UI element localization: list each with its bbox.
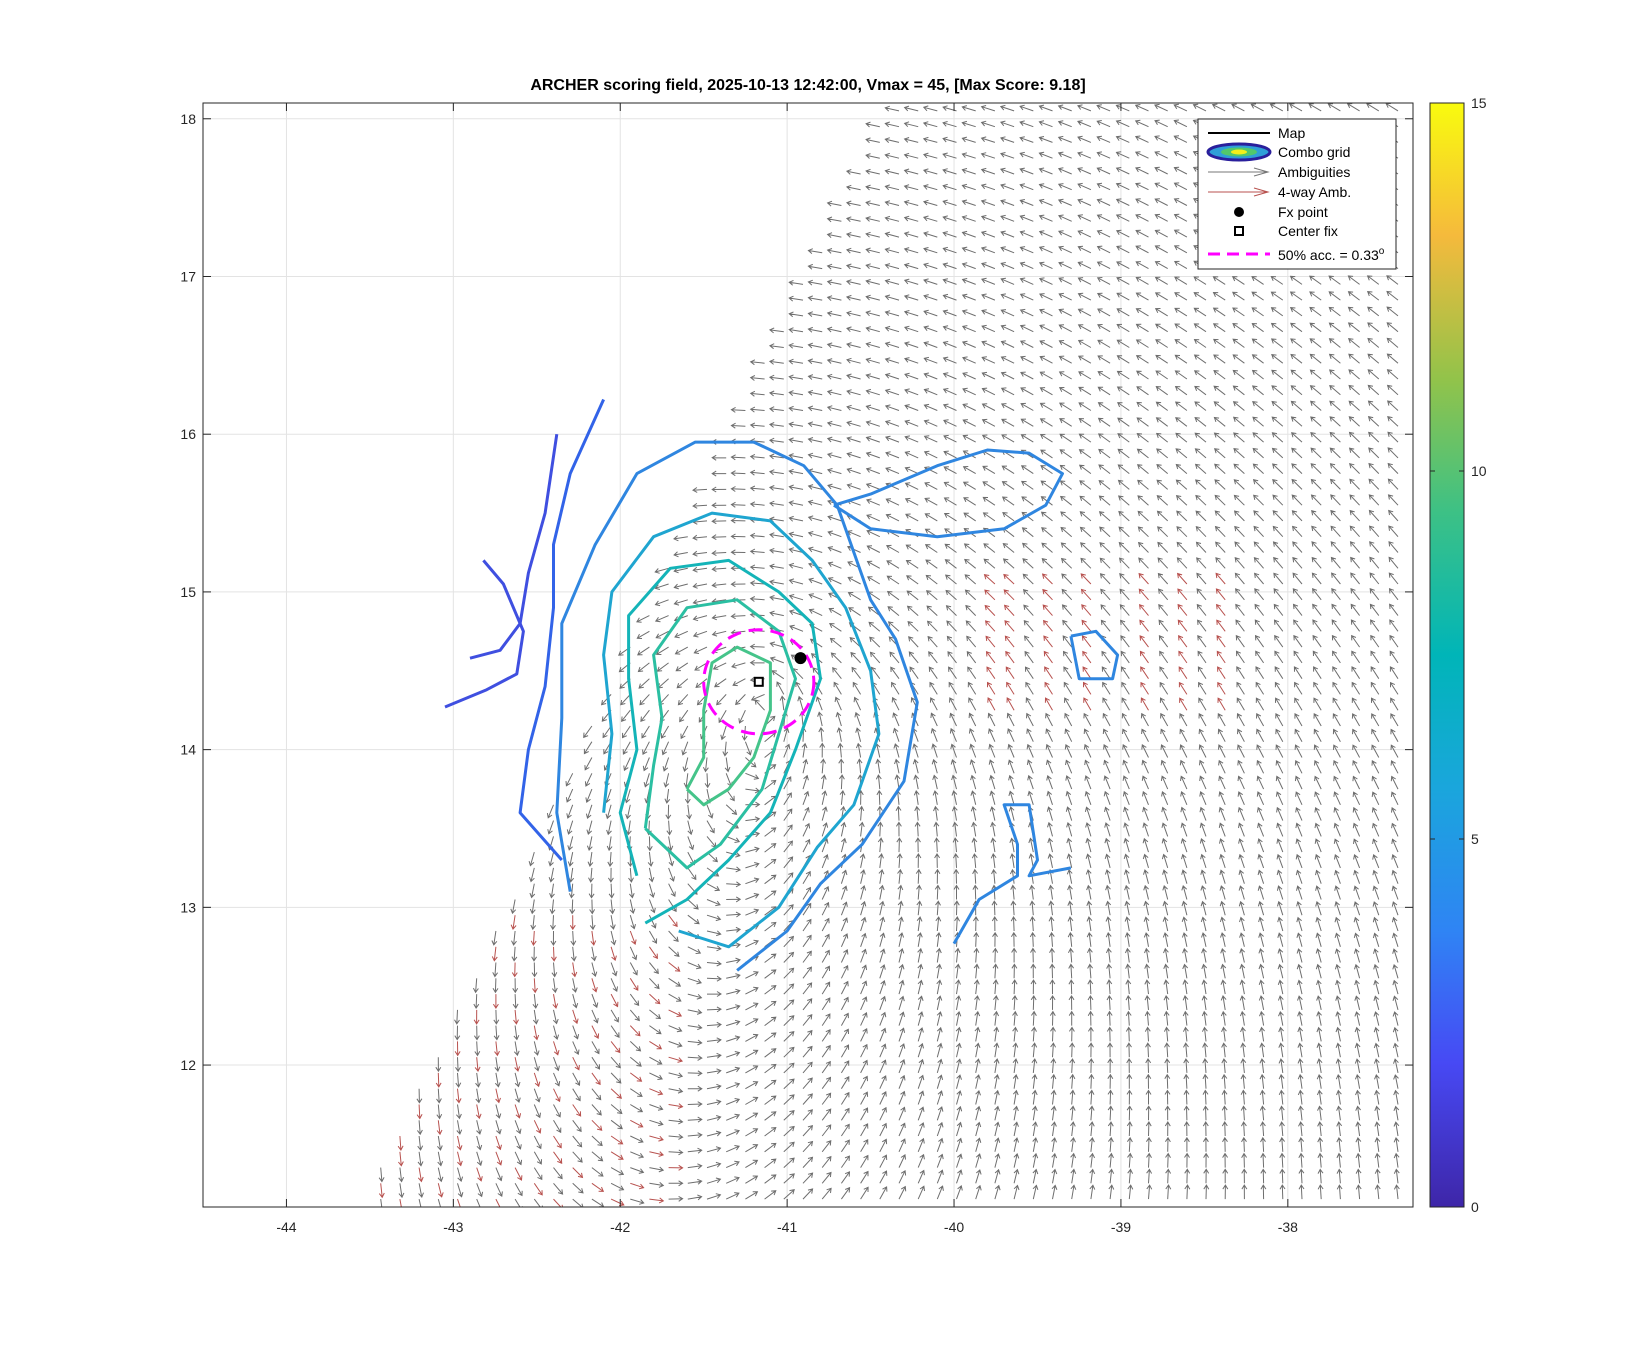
fix-markers (702, 628, 816, 736)
y-tick-label: 13 (180, 899, 196, 915)
legend-label-accuracy: 50% acc. = 0.33o (1278, 246, 1385, 263)
x-tick-label: -39 (1111, 1219, 1131, 1235)
score-contour (618, 558, 822, 925)
legend-entry-accuracy: 50% acc. = 0.33o (1208, 246, 1385, 263)
center-fix-marker (753, 676, 764, 687)
legend-entry-combo-grid: Combo grid (1206, 142, 1350, 162)
legend-combo-inner (1231, 149, 1247, 155)
y-tick-label: 14 (180, 742, 196, 758)
colorbar-tick-label: 10 (1471, 463, 1487, 479)
legend-accuracy-superscript: o (1379, 246, 1385, 257)
colorbar-ticks: 0 5 10 15 (1430, 95, 1487, 1215)
legend-label-4-way-amb: 4-way Amb. (1278, 184, 1351, 200)
y-tick-label: 15 (180, 584, 196, 600)
ambiguity-arrows (378, 103, 1400, 1207)
legend-ambiguities-arrowhead (1253, 167, 1270, 177)
score-contours (444, 398, 1120, 972)
y-tick-label: 16 (180, 426, 196, 442)
legend-entry-map: Map (1208, 125, 1305, 141)
x-tick-label: -41 (777, 1219, 797, 1235)
fx-point-marker (794, 652, 807, 665)
legend-accuracy-text: 50% acc. = 0.33 (1278, 247, 1379, 263)
colorbar-tick-label: 0 (1471, 1199, 1479, 1215)
score-contour (444, 559, 525, 709)
accuracy-circle (702, 628, 816, 736)
plot-frame (202, 102, 1414, 1208)
x-tick-label: -43 (443, 1219, 463, 1235)
score-contour (602, 511, 881, 949)
chart-title: ARCHER scoring field, 2025-10-13 12:42:0… (530, 77, 1085, 94)
colorbar-tick-label: 15 (1471, 95, 1487, 111)
legend-entry-fx-point: Fx point (1234, 204, 1328, 220)
score-contour (952, 803, 1072, 945)
x-tick-label: -42 (610, 1219, 630, 1235)
y-tick-label: 18 (180, 111, 196, 127)
ambiguity-vector-field (378, 103, 1400, 1207)
score-contour (1069, 629, 1120, 681)
legend-label-combo-grid: Combo grid (1278, 144, 1350, 160)
score-contour (685, 645, 772, 807)
x-tick-label: -38 (1278, 1219, 1298, 1235)
x-tick-label: -40 (944, 1219, 964, 1235)
legend-entry-4-way-amb: 4-way Amb. (1208, 184, 1351, 200)
legend-label-ambiguities: Ambiguities (1278, 164, 1350, 180)
score-contour (518, 398, 605, 861)
plot-area (203, 103, 1413, 1207)
legend-entry-center-fix: Center fix (1234, 223, 1338, 239)
colorbar: 0 5 10 15 (1429, 95, 1487, 1215)
x-tick-label: -44 (276, 1219, 296, 1235)
legend-4way-arrowhead (1253, 187, 1270, 197)
legend-label-fx-point: Fx point (1278, 204, 1328, 220)
legend-label-center-fix: Center fix (1278, 223, 1338, 239)
score-contour (833, 448, 1064, 539)
score-contour (643, 598, 797, 870)
legend: Map Combo grid Ambiguities 4-way Amb. Fx… (1197, 118, 1397, 270)
y-axis-ticks: 12 13 14 15 16 17 18 (180, 111, 1413, 1073)
four-way-ambiguity-arrows (378, 572, 1226, 1207)
colorbar-gradient (1429, 102, 1465, 1208)
x-axis-ticks: -44 -43 -42 -41 -40 -39 -38 (276, 103, 1298, 1235)
score-contour (469, 433, 559, 660)
legend-fx-point-marker (1234, 207, 1244, 217)
legend-entry-ambiguities: Ambiguities (1208, 164, 1350, 180)
colorbar-tick-label: 5 (1471, 831, 1479, 847)
legend-label-map: Map (1278, 125, 1305, 141)
y-tick-label: 17 (180, 268, 196, 284)
y-tick-label: 12 (180, 1057, 196, 1073)
legend-center-fix-marker (1234, 226, 1244, 236)
